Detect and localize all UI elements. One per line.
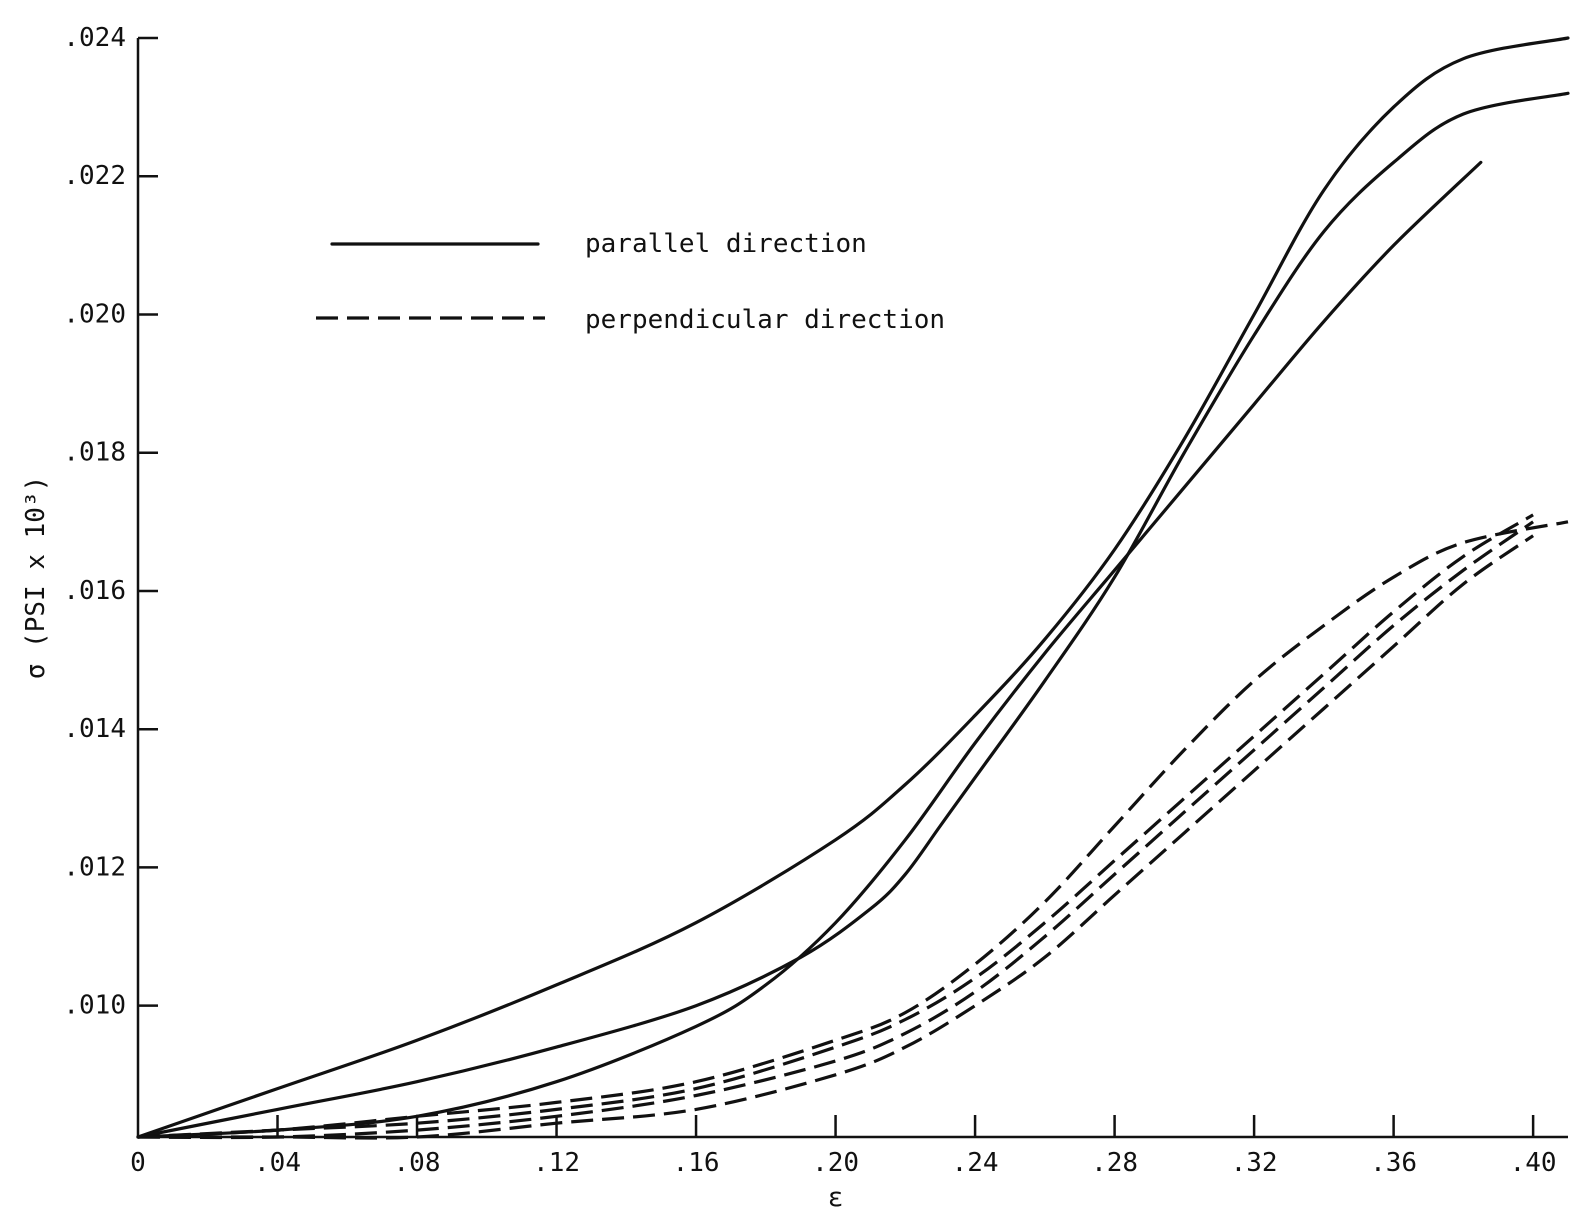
y-tick-label: .014 (63, 714, 126, 744)
perpendicular-curve-5 (137, 513, 1534, 1139)
x-tick-label: .20 (812, 1148, 859, 1178)
x-tick-label: .32 (1231, 1148, 1278, 1178)
parallel-curve-1 (136, 36, 1570, 1139)
x-tick-label: .16 (673, 1148, 720, 1178)
perpendicular-curve-7 (137, 534, 1535, 1140)
x-tick-label: .12 (533, 1148, 580, 1178)
x-tick-label: 0 (130, 1148, 146, 1178)
y-tick-label: .016 (63, 576, 126, 606)
y-tick-label: .012 (63, 852, 126, 882)
parallel-curve-2 (136, 91, 1570, 1139)
x-tick-label: .08 (394, 1148, 441, 1178)
x-tick-label: .24 (952, 1148, 999, 1178)
y-tick-label: .010 (63, 991, 126, 1021)
legend: parallel direction perpendicular directi… (316, 229, 945, 335)
y-ticks: .010 .012 .014 .016 .018 .020 .022 .024 (63, 23, 158, 1021)
x-tick-label: .04 (254, 1148, 301, 1178)
series-group (136, 36, 1570, 1140)
legend-label-parallel: parallel direction (585, 229, 867, 259)
y-tick-label: .018 (63, 438, 126, 468)
axes (136, 38, 1568, 1139)
x-ticks: 0 .04 .08 .12 .16 .20 .24 .28 .32 .36 .40 (130, 1115, 1557, 1178)
parallel-curve-3 (136, 160, 1483, 1139)
y-tick-label: .024 (63, 23, 126, 53)
y-tick-label: .022 (63, 161, 126, 191)
y-tick-label: .020 (63, 299, 126, 329)
legend-label-perpendicular: perpendicular direction (585, 305, 945, 335)
x-tick-label: .40 (1510, 1148, 1557, 1178)
y-axis-title: σ (PSI x 10³) (21, 476, 51, 680)
x-axis-title: ε (828, 1183, 844, 1213)
perpendicular-curve-4 (137, 520, 1569, 1139)
perpendicular-curve-6 (137, 520, 1535, 1140)
x-tick-label: .36 (1370, 1148, 1417, 1178)
x-tick-label: .28 (1091, 1148, 1138, 1178)
